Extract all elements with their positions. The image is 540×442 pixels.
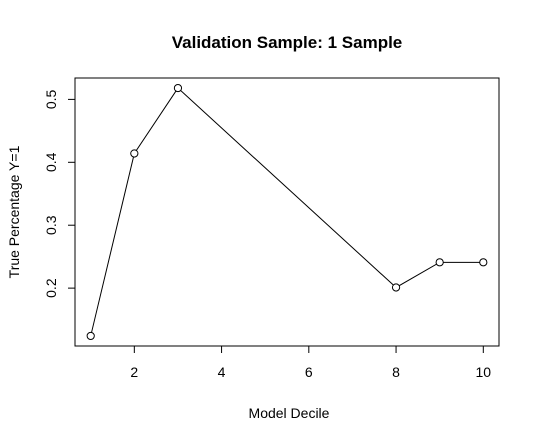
x-axis: 2 4 6 8 10 [130,345,492,380]
x-tick-label: 8 [392,364,400,380]
data-point [173,83,183,93]
y-tick-label: 0.3 [43,215,59,235]
x-tick-label: 10 [476,364,492,380]
y-tick-label: 0.5 [43,89,59,109]
data-point [130,149,139,158]
x-tick-label: 2 [130,364,138,380]
data-point [86,331,95,341]
x-axis-label: Model Decile [249,405,330,421]
series-group [86,83,488,341]
y-tick-label: 0.2 [43,278,59,298]
y-axis: 0.2 0.3 0.4 0.5 [43,89,76,298]
plot-frame [74,77,500,347]
y-axis-label: True Percentage Y=1 [6,145,22,278]
data-point [479,258,488,267]
series-line [90,87,484,337]
chart-title: Validation Sample: 1 Sample [172,33,403,52]
y-tick-label: 0.4 [43,152,59,172]
data-point [435,258,444,267]
data-point [391,283,401,292]
x-tick-label: 6 [305,364,313,380]
x-tick-label: 4 [218,364,226,380]
